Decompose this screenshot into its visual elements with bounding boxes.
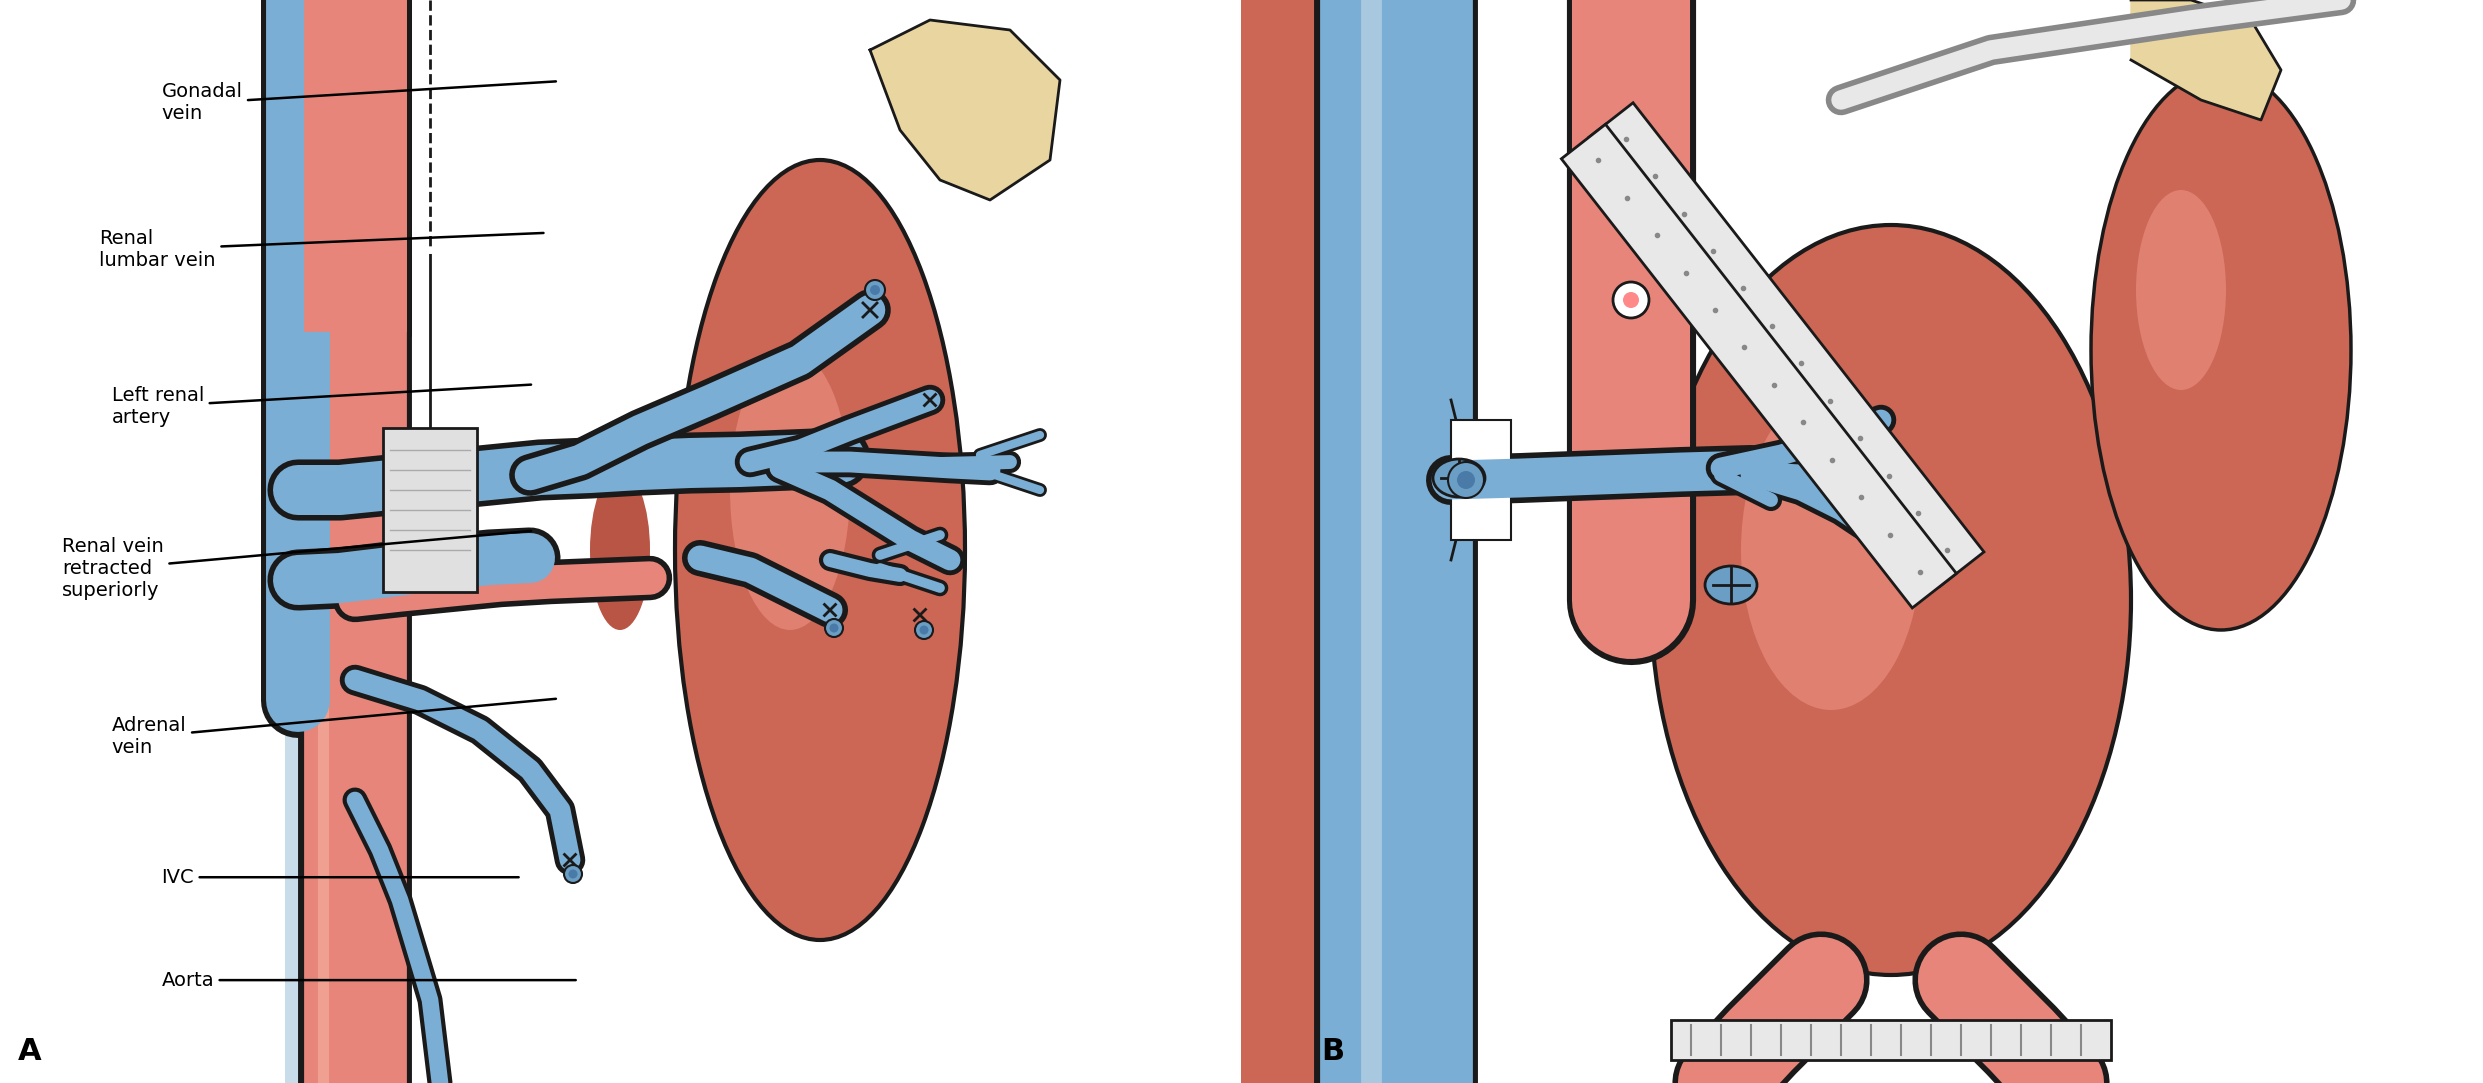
Text: Renal vein
retracted
superiorly: Renal vein retracted superiorly [62,531,531,600]
Ellipse shape [730,350,849,630]
Ellipse shape [2135,190,2225,390]
Ellipse shape [675,160,966,940]
Circle shape [919,626,929,635]
Ellipse shape [591,470,651,630]
Circle shape [1624,292,1639,308]
Polygon shape [869,19,1060,200]
Bar [1242,0,1331,1083]
Polygon shape [1671,1020,2111,1060]
Bar [1450,420,1512,540]
Text: Adrenal
vein: Adrenal vein [112,699,556,757]
Circle shape [1614,282,1649,318]
Circle shape [569,870,579,878]
Ellipse shape [1651,225,2130,975]
Text: Left renal
artery: Left renal artery [112,384,531,427]
Circle shape [916,621,934,639]
Ellipse shape [2091,70,2351,630]
Circle shape [564,865,581,883]
Text: Gonadal
vein: Gonadal vein [161,81,556,123]
Circle shape [864,280,884,300]
Text: A: A [17,1038,42,1066]
Ellipse shape [1741,390,1922,710]
Polygon shape [1562,125,1957,608]
FancyBboxPatch shape [382,428,477,592]
Text: IVC: IVC [161,867,519,887]
Text: Renal
lumbar vein: Renal lumbar vein [99,229,544,270]
Circle shape [824,619,844,637]
Polygon shape [2130,0,2282,120]
Circle shape [1448,462,1485,498]
Text: B: B [1321,1038,1343,1066]
Text: Aorta: Aorta [161,970,576,990]
Circle shape [829,624,839,632]
Polygon shape [1589,103,1984,586]
Ellipse shape [1433,459,1485,497]
Bar [286,0,405,1083]
Circle shape [869,285,879,295]
Circle shape [1458,471,1475,490]
Ellipse shape [1706,566,1758,604]
